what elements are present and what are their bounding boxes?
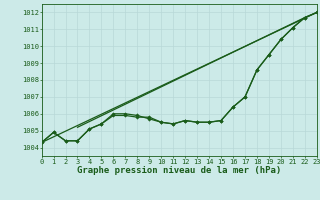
X-axis label: Graphe pression niveau de la mer (hPa): Graphe pression niveau de la mer (hPa) [77,166,281,175]
